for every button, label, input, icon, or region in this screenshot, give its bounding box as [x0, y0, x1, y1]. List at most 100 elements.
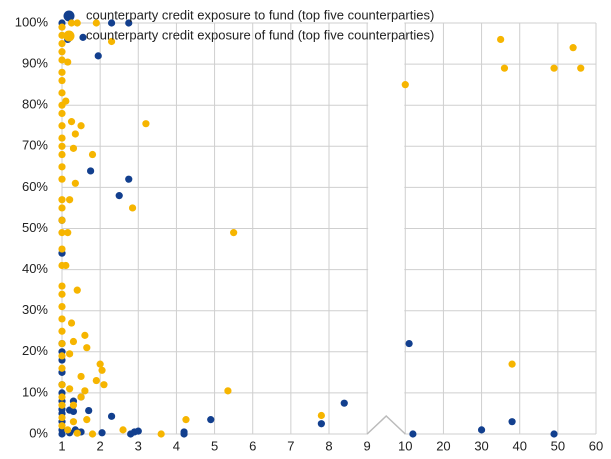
data-point — [92, 19, 100, 27]
data-point — [577, 64, 585, 72]
data-point — [69, 337, 78, 346]
data-point — [58, 339, 66, 348]
data-point — [94, 52, 102, 60]
data-point — [58, 422, 66, 430]
data-point — [401, 81, 409, 89]
data-point — [88, 150, 97, 159]
data-point — [550, 64, 558, 72]
data-point — [58, 134, 66, 142]
data-point — [58, 142, 66, 150]
x-tick-label: 60 — [589, 438, 603, 453]
data-point — [96, 360, 104, 368]
data-point — [107, 412, 116, 420]
data-point — [119, 426, 127, 434]
data-point — [58, 352, 66, 360]
data-point — [500, 64, 509, 72]
data-point — [88, 430, 97, 438]
data-point — [77, 393, 85, 401]
data-point — [67, 319, 76, 327]
legend-marker — [63, 10, 75, 22]
data-point — [497, 35, 505, 44]
data-point — [115, 192, 123, 200]
data-point — [142, 120, 150, 128]
legend-label: counterparty credit exposure of fund (to… — [86, 27, 434, 42]
data-point — [66, 385, 74, 393]
data-point — [58, 315, 66, 323]
x-tick-label: 20 — [436, 438, 450, 453]
data-point — [58, 204, 66, 212]
data-point — [73, 286, 81, 294]
data-point — [69, 418, 78, 426]
x-tick-label: 40 — [512, 438, 526, 453]
data-point — [67, 118, 76, 126]
y-tick-label: 90% — [22, 56, 48, 71]
data-point — [508, 360, 516, 368]
data-point — [180, 430, 188, 438]
data-point — [100, 381, 108, 389]
data-point — [405, 339, 413, 348]
y-tick-label: 40% — [22, 261, 48, 276]
data-point — [508, 418, 516, 426]
data-point — [569, 44, 577, 52]
data-point — [69, 401, 78, 409]
data-point — [58, 23, 66, 31]
y-tick-label: 60% — [22, 179, 48, 194]
y-tick-label: 50% — [22, 220, 48, 235]
data-point — [87, 167, 95, 175]
data-point — [85, 406, 93, 415]
data-point — [58, 196, 66, 204]
data-point — [125, 19, 133, 27]
data-point — [62, 97, 70, 105]
axis-break — [368, 22, 405, 435]
data-point — [207, 416, 215, 424]
data-point — [58, 364, 66, 372]
data-point — [58, 150, 66, 159]
data-point — [79, 33, 87, 41]
y-tick-label: 0% — [29, 425, 48, 440]
y-tick-label: 100% — [15, 14, 49, 29]
data-point — [550, 430, 558, 438]
axis-break-notch — [366, 414, 406, 435]
data-point — [58, 163, 66, 171]
data-point — [58, 216, 66, 224]
data-point — [317, 420, 325, 428]
data-point — [66, 350, 74, 358]
data-point — [98, 429, 106, 437]
data-point — [58, 430, 66, 438]
data-point — [125, 175, 133, 183]
data-point — [83, 416, 91, 424]
data-point — [67, 19, 76, 27]
data-point — [77, 122, 85, 130]
legend-marker — [63, 30, 75, 42]
data-point — [98, 366, 106, 374]
data-point — [66, 196, 74, 204]
x-tick-label: 6 — [249, 438, 256, 453]
data-point — [92, 376, 100, 385]
data-point — [230, 229, 238, 237]
data-point — [58, 122, 66, 130]
data-point — [477, 426, 486, 434]
data-point — [128, 204, 137, 212]
y-tick-label: 80% — [22, 97, 48, 112]
data-point — [81, 331, 89, 339]
data-point — [224, 387, 232, 395]
data-point — [77, 372, 85, 381]
x-tick-label: 9 — [364, 438, 371, 453]
x-tick-label: 8 — [325, 438, 332, 453]
data-point — [73, 19, 81, 27]
y-tick-label: 30% — [22, 302, 48, 317]
x-tick-label: 3 — [135, 438, 142, 453]
data-point — [58, 76, 66, 85]
data-point — [66, 406, 74, 414]
data-point — [340, 399, 348, 407]
data-point — [71, 130, 79, 138]
x-tick-label: 1 — [58, 438, 65, 453]
y-tick-label: 10% — [22, 384, 48, 399]
data-point — [81, 387, 89, 395]
data-point — [58, 302, 66, 311]
data-point — [58, 245, 66, 253]
x-tick-label: 7 — [287, 438, 294, 453]
data-point — [64, 58, 72, 66]
data-point — [58, 229, 66, 237]
